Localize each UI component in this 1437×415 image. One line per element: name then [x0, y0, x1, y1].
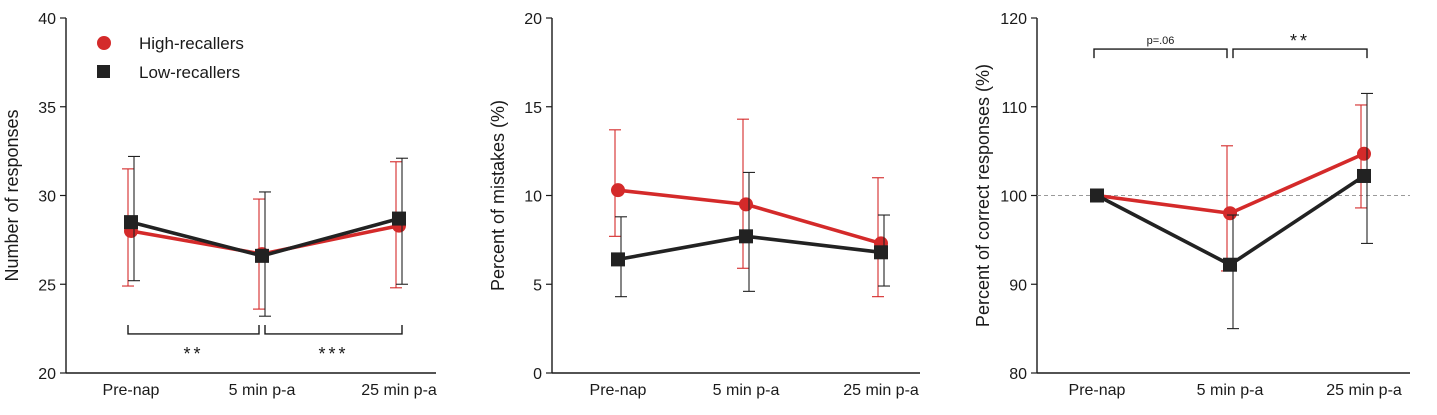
data-point — [874, 245, 888, 260]
y-axis-title: Percent of mistakes (%) — [488, 100, 508, 291]
data-point — [255, 248, 269, 263]
series-low-recallers — [1090, 92, 1373, 330]
y-axis-title: Number of responses — [2, 109, 22, 281]
significance-bracket — [1093, 48, 1228, 59]
data-point — [1357, 146, 1371, 161]
legend-label-high-recallers: High-recallers — [139, 34, 244, 53]
y-tick-label: 20 — [524, 11, 542, 28]
y-tick-label: 0 — [533, 366, 542, 383]
y-tick-label: 5 — [533, 277, 542, 294]
y-tick-label: 90 — [1009, 277, 1027, 294]
x-tick-label: 5 min p-a — [1197, 382, 1264, 399]
y-tick-label: 25 — [38, 277, 56, 294]
y-tick-label: 20 — [38, 366, 56, 383]
legend-marker-low-recallers — [97, 65, 110, 78]
series-high-recallers — [122, 161, 406, 310]
significance-bracket — [264, 324, 403, 335]
data-point — [611, 183, 625, 198]
y-tick-label: 10 — [524, 189, 542, 206]
x-tick-label: Pre-nap — [1069, 382, 1126, 399]
data-point — [392, 211, 406, 226]
data-point — [1090, 188, 1104, 203]
chart-panel-2: 0 5 10 15 20 Pre-nap 5 min p-a 25 min p-a Percen… — [488, 11, 920, 399]
x-tick-label: 5 min p-a — [713, 382, 780, 399]
y-tick-label: 80 — [1009, 366, 1027, 383]
y-tick-label: 110 — [1001, 100, 1027, 117]
data-point — [739, 229, 753, 244]
y-tick-label: 120 — [1000, 11, 1027, 28]
data-point — [611, 252, 625, 267]
y-tick-label: 30 — [38, 189, 56, 206]
significance-bracket — [1232, 48, 1368, 59]
y-tick-label: 100 — [1000, 189, 1027, 206]
data-point — [1357, 168, 1371, 183]
x-tick-label: Pre-nap — [590, 382, 647, 399]
data-point — [124, 215, 138, 230]
legend: High-recallers Low-recallers — [97, 34, 244, 82]
legend-label-low-recallers: Low-recallers — [139, 63, 240, 82]
data-point — [1223, 206, 1237, 221]
y-tick-label: 40 — [38, 11, 56, 28]
y-axis-title: Percent of correct responses (%) — [973, 64, 993, 327]
x-tick-label: Pre-nap — [103, 382, 160, 399]
legend-marker-high-recallers — [97, 36, 111, 50]
significance-label: *** — [318, 344, 348, 364]
series-low-recallers — [124, 155, 408, 317]
series-high-recallers — [1090, 104, 1371, 272]
x-tick-label: 25 min p-a — [843, 382, 919, 399]
data-point — [739, 197, 753, 212]
significance-label: p=.06 — [1147, 35, 1175, 47]
y-tick-label: 15 — [524, 100, 542, 117]
series-low-recallers — [611, 171, 890, 298]
x-tick-label: 25 min p-a — [1326, 382, 1402, 399]
significance-bracket — [127, 324, 260, 335]
significance-label: ** — [1290, 31, 1310, 51]
chart-panel-1: 20 25 30 35 40 Pre-nap 5 min p-a 25 min p-a Numb… — [2, 11, 437, 399]
data-point — [1223, 257, 1237, 272]
significance-label: ** — [183, 344, 203, 364]
series-line — [1096, 174, 1365, 267]
y-tick-label: 35 — [38, 100, 56, 117]
chart-panel-3: 80 90 100 110 120 Pre-nap 5 min p-a 25 min p-a P… — [973, 11, 1410, 399]
x-tick-label: 25 min p-a — [361, 382, 437, 399]
x-tick-label: 5 min p-a — [229, 382, 296, 399]
